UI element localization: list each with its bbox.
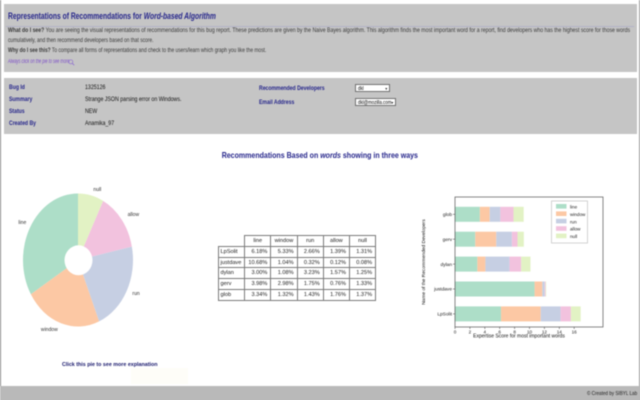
svg-text:justdave: justdave — [433, 287, 452, 293]
svg-text:8: 8 — [513, 330, 516, 335]
svg-text:allow: allow — [570, 227, 581, 232]
svg-text:Expertise Score for most impor: Expertise Score for most important words — [473, 334, 565, 340]
svg-text:Name of the Recommended Develo: Name of the Recommended Developers — [421, 219, 427, 305]
svg-text:null: null — [570, 234, 577, 239]
svg-text:2: 2 — [469, 330, 472, 335]
svg-text:4: 4 — [484, 330, 487, 335]
svg-text:dylan: dylan — [441, 262, 453, 268]
svg-text:6: 6 — [498, 330, 501, 335]
svg-text:0: 0 — [454, 330, 457, 335]
svg-text:line: line — [570, 205, 578, 210]
svg-text:LpSolit: LpSolit — [437, 312, 452, 318]
svg-text:10: 10 — [527, 330, 533, 335]
svg-text:gerv: gerv — [443, 237, 453, 243]
svg-text:12: 12 — [542, 330, 548, 335]
svg-text:run: run — [570, 219, 577, 224]
svg-text:14: 14 — [557, 330, 563, 335]
svg-text:16: 16 — [572, 330, 578, 335]
svg-text:glob: glob — [443, 212, 452, 218]
svg-text:window: window — [570, 212, 586, 217]
